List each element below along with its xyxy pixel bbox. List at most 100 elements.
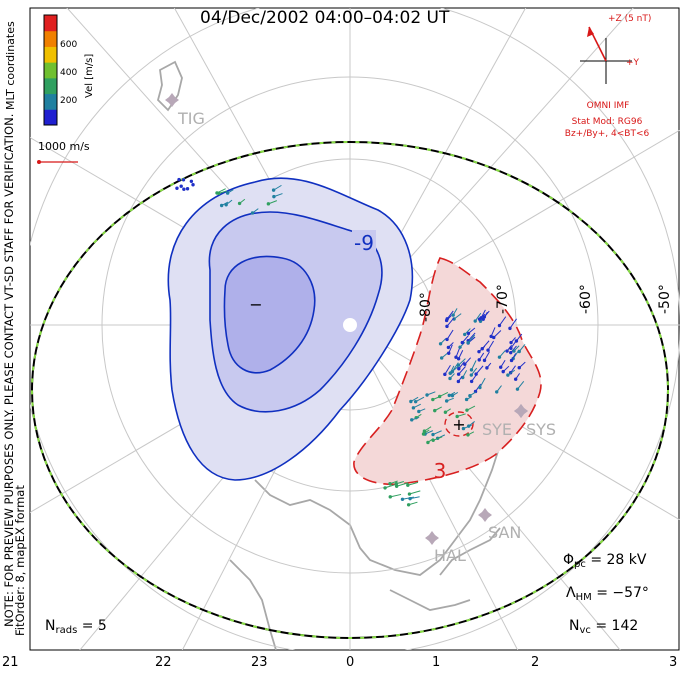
velocity-vector-dot (448, 376, 452, 381)
nrads-value: = 5 (81, 618, 107, 634)
negative-cell-inner (223, 255, 316, 374)
velocity-vector-dot (175, 186, 179, 190)
velocity-vector-dot (467, 424, 471, 428)
velocity-vector-dot (473, 319, 477, 323)
positive-cell-inner (444, 411, 474, 437)
velocity-vector-dot (506, 373, 510, 377)
velocity-vector-stick (512, 349, 520, 359)
velocity-vector-dot (217, 191, 221, 196)
colorbar-tick-200: 200 (60, 96, 77, 106)
velocity-vector-dot (466, 433, 470, 437)
velocity-vector-dot (417, 409, 421, 414)
velocity-vector-dot (410, 418, 414, 422)
velocity-vector-dot (449, 371, 453, 375)
mlt-label-23: 23 (251, 655, 268, 670)
station-label-san: SAN (488, 523, 521, 542)
velocity-vector-stick (458, 366, 466, 375)
hm-boundary-dash (31, 141, 669, 639)
velocity-vector-dot (388, 495, 392, 499)
velocity-vector-dot (445, 324, 449, 329)
velocity-vector-dot (486, 348, 490, 352)
velocity-vector-dot (466, 341, 470, 345)
velocity-vector-dot (451, 313, 455, 317)
velocity-vector-dot (443, 410, 448, 414)
velocity-vector-stick (446, 317, 455, 327)
velocity-vector-dot (495, 390, 499, 394)
velocity-vector-dot (477, 349, 481, 354)
velocity-vector-dot (463, 332, 467, 337)
positive-cell (353, 257, 542, 486)
imf-clock-dial (580, 26, 632, 84)
mlt-label-2: 2 (531, 655, 540, 670)
velocity-vector-dot (509, 350, 513, 355)
colorbar-segment (44, 46, 57, 63)
velocity-vector-dot (444, 318, 449, 323)
velocity-vector-dot (456, 379, 461, 384)
vector-count: Nvc = 142 (569, 618, 638, 636)
velocity-vector-dot (224, 203, 228, 207)
velocity-vector-dot (191, 183, 195, 187)
cross-polar-potential: Φpc = 28 kV (563, 552, 646, 570)
velocity-vector-dot (185, 187, 190, 191)
velocity-vector-stick (509, 318, 517, 329)
velocity-vector-dot (177, 177, 181, 182)
station-label-tig: TIG (177, 109, 205, 128)
imf-condition: Bz+/By+, 4<BT<6 (565, 129, 650, 139)
station-marker (165, 93, 179, 107)
velocity-vector-dot (505, 349, 509, 353)
velocity-vector-dot (439, 356, 444, 360)
mlt-label-22: 22 (155, 655, 172, 670)
colorbar-tick-600: 600 (60, 40, 77, 50)
potential-minimum-marker: − (249, 295, 262, 314)
velocity-vector-dot (499, 365, 503, 369)
velocity-vector-stick (471, 360, 477, 371)
velocity-vector-dot (426, 440, 430, 445)
magnetic-pole-marker (343, 318, 357, 332)
velocity-vector-dot (431, 397, 435, 402)
velocity-vector-dot (400, 497, 405, 501)
colorbar-segment (44, 15, 57, 32)
velocity-vector-stick (479, 377, 486, 388)
velocity-vector-dot (444, 399, 449, 403)
velocity-vector-dot (469, 379, 474, 384)
velocity-vector-dot (489, 334, 493, 339)
velocity-vector-dot (450, 393, 455, 398)
station-label-hal: HAL (434, 546, 466, 565)
velocity-vector-dot (189, 179, 194, 184)
mlt-label-0: 0 (346, 655, 355, 670)
velocity-vector-dot (431, 438, 435, 442)
lambda-value: = −57° (596, 585, 649, 601)
lambda-subscript: HM (575, 592, 592, 603)
velocity-vector-dot (446, 345, 451, 350)
lat-label-70: -70° (495, 284, 511, 314)
colorbar-segment (44, 62, 57, 79)
velocity-vector-dot (497, 323, 502, 328)
velocity-vector-dot (433, 408, 437, 413)
velocity-vector-dot (219, 203, 224, 208)
velocity-vector-dot (469, 368, 474, 372)
velocity-vector-stick (390, 493, 402, 498)
velocity-vector-dot (457, 367, 461, 371)
velocity-vector-dot (271, 188, 276, 192)
velocity-vector-stick (384, 483, 397, 489)
velocity-vector-dot (481, 317, 485, 321)
velocity-vector-stick (467, 332, 476, 342)
velocity-vector-dot (408, 496, 412, 501)
velocity-vector-dot (508, 326, 512, 331)
lat-label-50: -50° (657, 284, 673, 314)
station-marker (425, 531, 439, 545)
velocity-vector-dot (458, 345, 462, 349)
velocity-vector-dot (456, 372, 461, 376)
velocity-vector-dot (406, 483, 410, 487)
velocity-vector-dot (181, 178, 186, 182)
velocity-vector-stick (444, 364, 451, 375)
velocity-vector-dot (456, 363, 461, 367)
velocity-vector-stick (499, 316, 507, 326)
velocity-vector-dot (455, 414, 459, 419)
positive-contour-label: 3 (434, 459, 447, 483)
mlt-label-21: 21 (2, 655, 19, 670)
velocity-vector-dot (456, 357, 461, 361)
figure-title: 04/Dec/2002 04:00–04:02 UT (200, 8, 450, 28)
velocity-vector-dot (388, 482, 392, 486)
velocity-vector-dot (492, 335, 496, 340)
